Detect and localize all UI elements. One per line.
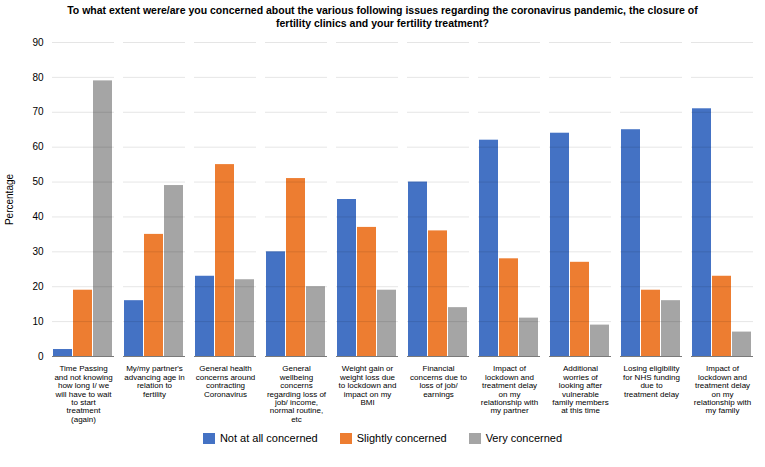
svg-text:20: 20 xyxy=(32,281,44,292)
svg-text:My/my partner'sadvancing age i: My/my partner'sadvancing age inrelation … xyxy=(124,365,185,399)
html-text:To what extent were/are you co: To what extent were/are you concerned ab… xyxy=(67,4,698,30)
svg-text:Time Passingand not knowinghow: Time Passingand not knowinghow long I/ w… xyxy=(54,365,112,424)
svg-text:60: 60 xyxy=(32,142,44,153)
html-text:Not at all concerned: Not at all concerned xyxy=(219,432,318,445)
svg-text:Additionalworries oflooking af: Additionalworries oflooking aftervulnera… xyxy=(552,365,608,416)
svg-text:Weight gain orweight loss duet: Weight gain orweight loss dueto lockdown… xyxy=(339,365,397,408)
html-text:Slightly concerned: Slightly concerned xyxy=(356,432,447,445)
svg-text:10: 10 xyxy=(32,316,44,327)
svg-text:90: 90 xyxy=(32,37,44,48)
svg-text:Percentage: Percentage xyxy=(4,174,15,226)
svg-text:30: 30 xyxy=(32,246,44,257)
html-text:Very concerned: Very concerned xyxy=(485,432,563,445)
svg-text:80: 80 xyxy=(32,72,44,83)
svg-text:Generalwellbeingconcernsregard: Generalwellbeingconcernsregarding loss o… xyxy=(267,365,327,424)
svg-text:General healthconcerns aroundc: General healthconcerns aroundcontracting… xyxy=(196,365,256,399)
svg-text:0: 0 xyxy=(38,351,44,362)
svg-text:50: 50 xyxy=(32,177,44,188)
svg-text:70: 70 xyxy=(32,107,44,118)
svg-text:Impact oflockdown andtreatment: Impact oflockdown andtreatment delayon m… xyxy=(694,365,751,416)
svg-text:Impact oflockdown andtreatment: Impact oflockdown andtreatment delayon m… xyxy=(481,365,538,416)
svg-text:40: 40 xyxy=(32,211,44,222)
svg-text:Losing eligibilityfor NHS fund: Losing eligibilityfor NHS fundingdue tot… xyxy=(623,365,680,399)
svg-text:Financialconcerns due toloss o: Financialconcerns due toloss of job/earn… xyxy=(410,365,467,399)
